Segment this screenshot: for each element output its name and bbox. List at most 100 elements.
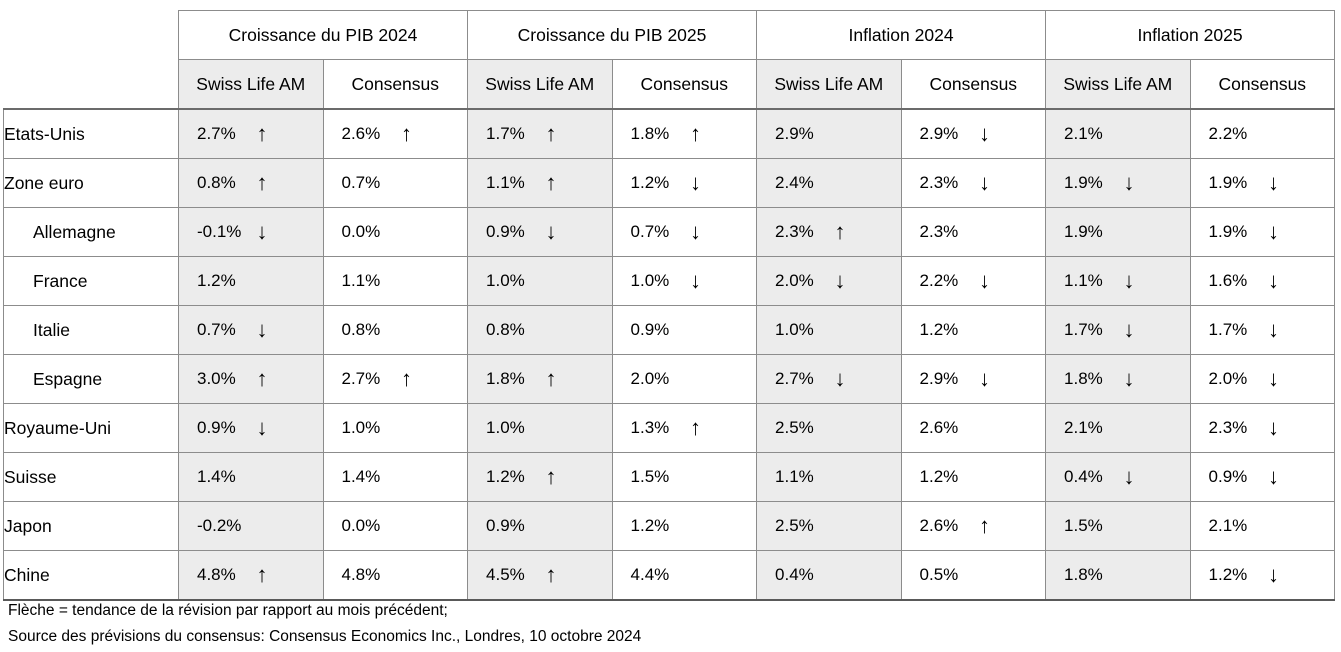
- trend-down-icon: ↓: [1268, 415, 1280, 440]
- cell-value: 2.1%: [1064, 124, 1103, 143]
- cell-value: 1.8%: [1064, 565, 1103, 584]
- country-cell: Allemagne: [3, 207, 179, 257]
- value-cell: 2.6%: [900, 403, 1047, 453]
- value-cell: 4.8%: [322, 550, 469, 601]
- value-cell: 2.3% ↓: [900, 158, 1047, 208]
- value-cell: 0.9%: [611, 305, 758, 355]
- cell-value: 1.2%: [919, 320, 959, 339]
- cell-value: -0.2%: [197, 516, 242, 535]
- trend-down-icon: ↓: [256, 415, 268, 440]
- value-cell: 1.9% ↓: [1189, 158, 1336, 208]
- value-cell: 2.6% ↑: [322, 108, 469, 159]
- cell-value: 0.8%: [486, 320, 525, 339]
- trend-up-icon: ↑: [400, 366, 412, 391]
- cell-value: 2.7%: [197, 124, 236, 143]
- subcolumn-header: Consensus: [322, 59, 469, 110]
- value-cell: 2.7% ↑: [322, 354, 469, 404]
- trend-down-icon: ↓: [1268, 170, 1280, 195]
- value-cell: 1.2% ↑: [467, 452, 613, 502]
- cell-value: 1.6%: [1208, 271, 1248, 290]
- trend-up-icon: ↑: [690, 121, 701, 146]
- trend-up-icon: ↑: [545, 562, 557, 587]
- column-group-header: Croissance du PIB 2025: [467, 10, 758, 60]
- subcolumn-header: Swiss Life AM: [178, 59, 324, 110]
- cell-value: 0.9%: [197, 418, 236, 437]
- value-cell: 0.8% ↑: [178, 158, 324, 208]
- cell-value: 0.9%: [486, 516, 525, 535]
- value-cell: 2.1%: [1045, 108, 1191, 159]
- value-cell: 0.4%: [756, 550, 902, 601]
- cell-value: 2.9%: [919, 369, 959, 388]
- table-row: Chine 4.8% ↑ 4.8% 4.5% ↑ 4.4% 0.4% 0.5% 1.8% 1.2% ↓: [3, 550, 1336, 601]
- trend-down-icon: ↓: [256, 317, 268, 342]
- forecast-table: Croissance du PIB 2024 Croissance du PIB …: [3, 10, 1336, 601]
- cell-value: 1.9%: [1064, 173, 1103, 192]
- trend-up-icon: ↑: [545, 366, 557, 391]
- trend-up-icon: ↑: [256, 366, 268, 391]
- value-cell: 2.2% ↓: [900, 256, 1047, 306]
- value-cell: 1.2% ↓: [1189, 550, 1336, 601]
- value-cell: 1.8%: [1045, 550, 1191, 601]
- cell-value: 0.7%: [341, 173, 381, 192]
- table-body: Etats-Unis 2.7% ↑ 2.6% ↑ 1.7% ↑ 1.8% ↑ 2.9% 2.9% ↓ 2…: [3, 108, 1336, 601]
- value-cell: 2.9% ↓: [900, 354, 1047, 404]
- value-cell: 0.8%: [467, 305, 613, 355]
- cell-value: 0.7%: [197, 320, 236, 339]
- cell-value: 0.0%: [341, 222, 381, 241]
- cell-value: 2.1%: [1208, 516, 1248, 535]
- value-cell: 1.9%: [1045, 207, 1191, 257]
- value-cell: 1.1%: [322, 256, 469, 306]
- cell-value: 1.0%: [486, 271, 525, 290]
- value-cell: -0.2%: [178, 501, 324, 551]
- value-cell: 1.9% ↓: [1189, 207, 1336, 257]
- cell-value: 0.9%: [630, 320, 670, 339]
- trend-down-icon: ↓: [256, 219, 268, 244]
- cell-value: 2.9%: [775, 124, 814, 143]
- column-group-header: Inflation 2025: [1045, 10, 1336, 60]
- cell-value: 2.0%: [1208, 369, 1248, 388]
- country-cell: Japon: [3, 501, 179, 551]
- cell-value: 4.4%: [630, 565, 670, 584]
- trend-up-icon: ↑: [979, 513, 991, 538]
- cell-value: 1.0%: [341, 418, 381, 437]
- cell-value: 1.9%: [1208, 173, 1248, 192]
- country-cell: Italie: [3, 305, 179, 355]
- trend-down-icon: ↓: [1268, 268, 1280, 293]
- cell-value: 2.5%: [775, 418, 814, 437]
- value-cell: 2.6% ↑: [900, 501, 1047, 551]
- trend-down-icon: ↓: [1123, 170, 1135, 195]
- value-cell: 3.0% ↑: [178, 354, 324, 404]
- cell-value: 1.9%: [1064, 222, 1103, 241]
- cell-value: 2.3%: [1208, 418, 1248, 437]
- subcolumn-header: Swiss Life AM: [1045, 59, 1191, 110]
- table-row: Zone euro 0.8% ↑ 0.7% 1.1% ↑ 1.2% ↓ 2.4% 2.3% ↓ 1.9…: [3, 158, 1336, 208]
- cell-value: 1.1%: [486, 173, 525, 192]
- country-cell: Royaume-Uni: [3, 403, 179, 453]
- table-row: Etats-Unis 2.7% ↑ 2.6% ↑ 1.7% ↑ 1.8% ↑ 2.9% 2.9% ↓ 2…: [3, 108, 1336, 159]
- table-row: Japon -0.2% 0.0% 0.9% 1.2% 2.5% 2.6% ↑ 1.5% 2.1%: [3, 501, 1336, 551]
- trend-up-icon: ↑: [834, 219, 846, 244]
- value-cell: 1.7% ↓: [1189, 305, 1336, 355]
- trend-down-icon: ↓: [1123, 268, 1135, 293]
- column-group-header: Inflation 2024: [756, 10, 1047, 60]
- value-cell: 2.4%: [756, 158, 902, 208]
- cell-value: 0.8%: [197, 173, 236, 192]
- cell-value: 1.8%: [1064, 369, 1103, 388]
- value-cell: 2.3% ↓: [1189, 403, 1336, 453]
- trend-down-icon: ↓: [979, 121, 991, 146]
- value-cell: 0.8%: [322, 305, 469, 355]
- cell-value: 1.2%: [486, 467, 525, 486]
- trend-down-icon: ↓: [834, 366, 846, 391]
- value-cell: 2.2%: [1189, 108, 1336, 159]
- value-cell: -0.1% ↓: [178, 207, 324, 257]
- value-cell: 1.6% ↓: [1189, 256, 1336, 306]
- value-cell: 1.2%: [611, 501, 758, 551]
- trend-up-icon: ↑: [545, 121, 557, 146]
- value-cell: 0.7%: [322, 158, 469, 208]
- cell-value: 2.5%: [775, 516, 814, 535]
- country-cell: Zone euro: [3, 158, 179, 208]
- cell-value: 4.5%: [486, 565, 525, 584]
- cell-value: 1.7%: [1208, 320, 1248, 339]
- cell-value: 1.8%: [486, 369, 525, 388]
- cell-value: 1.9%: [1208, 222, 1248, 241]
